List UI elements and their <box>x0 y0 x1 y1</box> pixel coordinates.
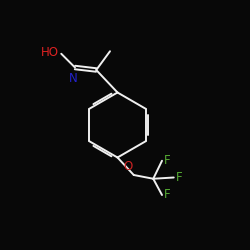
Text: N: N <box>69 72 78 85</box>
Text: F: F <box>176 171 182 184</box>
Text: F: F <box>164 188 170 202</box>
Text: F: F <box>164 154 170 167</box>
Text: HO: HO <box>41 46 59 59</box>
Text: O: O <box>123 160 132 172</box>
